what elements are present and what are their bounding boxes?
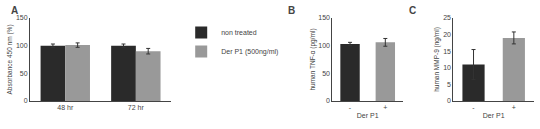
svg-text:Der P1: Der P1 <box>483 112 505 119</box>
svg-text:15: 15 <box>443 48 451 55</box>
svg-text:human MMP-9 (ng/ml): human MMP-9 (ng/ml) <box>433 27 441 92</box>
svg-text:100: 100 <box>318 42 330 49</box>
svg-text:72 hr: 72 hr <box>128 104 145 111</box>
svg-text:50: 50 <box>322 70 330 77</box>
svg-text:non treated: non treated <box>221 29 257 36</box>
svg-text:C: C <box>409 5 416 16</box>
svg-text:+: + <box>383 104 387 111</box>
svg-text:Der P1 (500ng/ml): Der P1 (500ng/ml) <box>221 48 278 56</box>
svg-text:0: 0 <box>447 97 451 104</box>
svg-text:0: 0 <box>24 97 28 104</box>
svg-text:Der P1: Der P1 <box>357 112 379 119</box>
svg-text:human TNF-α (pg/ml): human TNF-α (pg/ml) <box>309 28 317 90</box>
svg-text:B: B <box>288 5 295 16</box>
svg-text:5: 5 <box>447 81 451 88</box>
svg-text:150: 150 <box>318 14 330 21</box>
svg-text:150: 150 <box>16 14 28 21</box>
svg-text:100: 100 <box>16 42 28 49</box>
svg-text:A: A <box>11 5 18 16</box>
svg-text:10: 10 <box>443 64 451 71</box>
svg-text:+: + <box>512 104 516 111</box>
svg-text:50: 50 <box>20 70 28 77</box>
svg-text:0: 0 <box>326 97 330 104</box>
svg-text:48 hr: 48 hr <box>57 104 74 111</box>
svg-text:20: 20 <box>443 31 451 38</box>
svg-text:25: 25 <box>443 14 451 21</box>
svg-text:-: - <box>472 104 475 111</box>
svg-text:Absorbance 450 nm (%): Absorbance 450 nm (%) <box>6 24 14 94</box>
svg-text:-: - <box>349 104 352 111</box>
